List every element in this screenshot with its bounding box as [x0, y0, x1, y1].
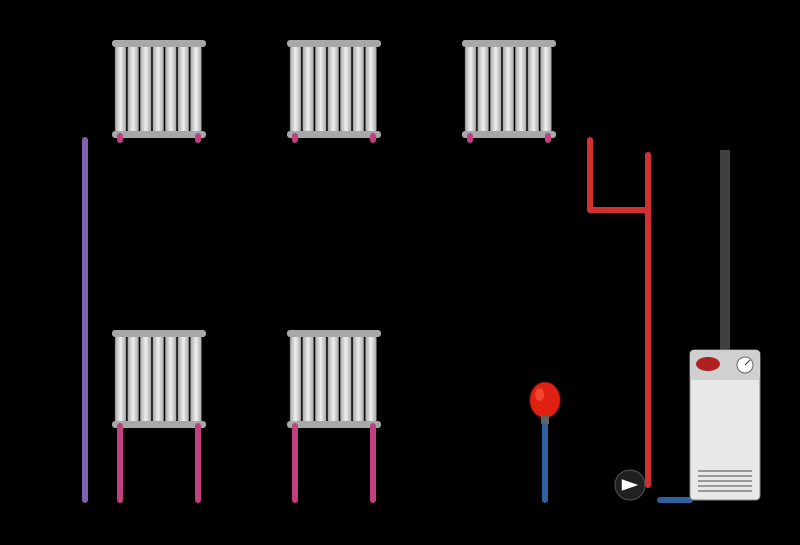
circulation-pump [615, 470, 645, 500]
boiler [690, 150, 760, 500]
heating-loop-diagram [0, 0, 800, 545]
radiator [462, 40, 556, 140]
radiators [112, 40, 556, 440]
pipes [85, 140, 690, 500]
radiator [112, 40, 206, 140]
equipment [530, 150, 760, 500]
expansion-tank [530, 382, 561, 500]
radiator [287, 330, 381, 440]
radiator [287, 40, 381, 140]
radiator [112, 330, 206, 440]
